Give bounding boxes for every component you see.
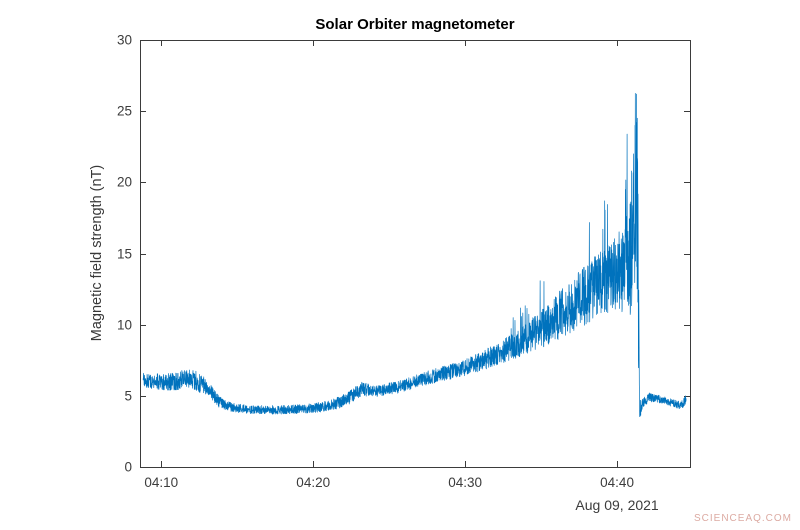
y-tick-label: 15 — [116, 246, 132, 261]
watermark: SCIENCEAQ.COM — [693, 513, 792, 524]
y-tick-label: 0 — [124, 459, 132, 475]
y-tick-label: 5 — [124, 388, 132, 404]
y-tick-label: 30 — [116, 32, 132, 48]
x-tick-label: 04:30 — [448, 475, 483, 490]
chart-title: Solar Orbiter magnetometer — [315, 16, 515, 33]
x-tick-label: 04:20 — [296, 475, 331, 490]
x-axis-date-label: Aug 09, 2021 — [575, 497, 659, 513]
x-tick-label: 04:40 — [600, 475, 634, 490]
y-tick-label: 10 — [116, 317, 132, 333]
x-tick-label: 04:10 — [144, 475, 179, 490]
y-tick-label: 25 — [116, 103, 132, 119]
y-tick-label: 20 — [116, 174, 132, 190]
y-axis-label: Magnetic field strength (nT) — [89, 164, 105, 342]
